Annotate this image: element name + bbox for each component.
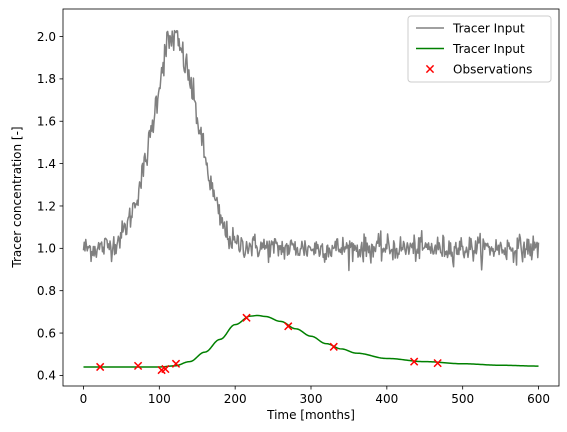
legend: Tracer Input Tracer Input Observations [407, 15, 552, 83]
x-tick-label: 200 [224, 392, 247, 406]
observation-point [96, 362, 105, 372]
legend-label: Observations [453, 62, 532, 76]
x-tick-label: 0 [80, 392, 88, 406]
legend-label: Tracer Input [452, 21, 525, 35]
y-tick-label: 1.4 [37, 157, 56, 171]
observation-point [410, 357, 419, 366]
x-tick-label: 600 [527, 392, 550, 406]
observation-point [284, 322, 293, 331]
y-tick-label: 2.0 [37, 30, 56, 44]
series-line-0 [82, 29, 540, 272]
series-layer [82, 29, 540, 375]
y-tick-label: 0.6 [37, 326, 56, 340]
y-axis-label: Tracer concentration [-] [10, 126, 24, 268]
x-tick-label: 100 [148, 392, 171, 406]
y-tick-label: 1.6 [37, 115, 56, 129]
y-tick-label: 0.4 [37, 369, 56, 383]
observation-point [171, 359, 181, 368]
y-tick-label: 1.8 [37, 72, 56, 86]
observation-point [133, 361, 143, 371]
legend-box [407, 15, 552, 83]
x-tick-label: 500 [451, 392, 474, 406]
y-axis-ticks: 0.4 0.6 0.8 1.0 1.2 1.4 1.6 1.8 2.0 [37, 30, 63, 383]
x-axis-label: Time [months] [266, 408, 355, 422]
observation-point [329, 342, 338, 351]
y-tick-label: 1.2 [37, 199, 56, 213]
observation-point [242, 313, 251, 322]
y-tick-label: 0.8 [37, 284, 56, 298]
x-tick-label: 300 [300, 392, 323, 406]
observation-point [433, 358, 442, 368]
x-axis-ticks: 0 100 200 300 400 500 600 [80, 386, 550, 406]
legend-label: Tracer Input [452, 42, 525, 56]
x-tick-label: 400 [375, 392, 398, 406]
observation-point [161, 364, 170, 374]
legend-handle-marker [425, 64, 435, 74]
y-tick-label: 1.0 [37, 242, 56, 256]
